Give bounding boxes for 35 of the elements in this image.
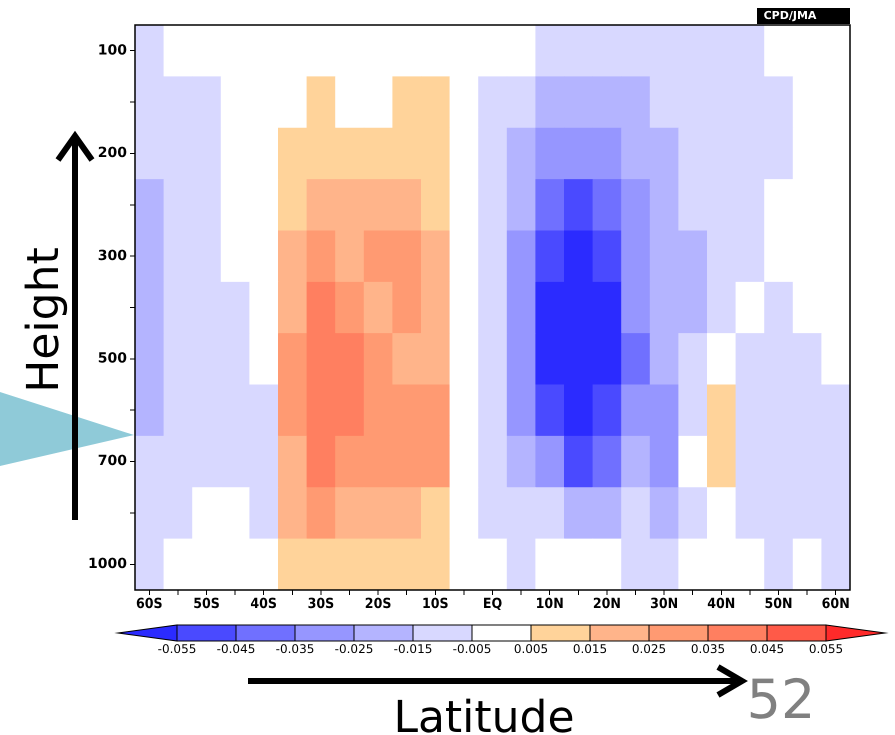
- y-tick-label: 100: [98, 42, 128, 58]
- y-tick-label: 700: [98, 453, 128, 470]
- color-bar-label: -0.035: [276, 642, 314, 656]
- x-tick-label: 10S: [422, 596, 449, 612]
- x-axis-title: Latitude: [393, 692, 575, 735]
- x-tick-label: 30S: [308, 596, 334, 612]
- color-bar-label: 0.025: [632, 642, 666, 656]
- x-tick-label: 50N: [764, 596, 793, 612]
- color-bar-label: -0.025: [334, 642, 374, 656]
- text: CPD/JMA: [764, 8, 817, 22]
- color-bar-label: -0.005: [452, 642, 492, 656]
- color-bar-label: -0.055: [158, 642, 196, 656]
- color-bar-label: -0.045: [216, 642, 256, 656]
- x-tick-label: 60S: [136, 596, 163, 612]
- color-bar-label: 0.015: [572, 642, 608, 656]
- x-tick-label: 20S: [364, 596, 392, 612]
- y-tick-label: 500: [98, 350, 128, 367]
- x-tick-label: 20N: [592, 596, 621, 612]
- x-tick-label: 40S: [250, 596, 278, 612]
- text: 52: [746, 668, 816, 731]
- color-bar-label: 0.035: [690, 642, 726, 656]
- y-tick-label: 300: [98, 248, 128, 264]
- x-tick-label: 10N: [536, 596, 564, 612]
- y-tick-label: 200: [98, 145, 128, 162]
- x-tick-label: 60N: [822, 596, 850, 612]
- color-bar-label: 0.005: [514, 642, 548, 656]
- x-tick-label: 30N: [650, 596, 678, 612]
- color-bar-label: 0.045: [750, 642, 784, 656]
- x-tick-label: EQ: [482, 596, 502, 612]
- color-bar-label: -0.015: [394, 642, 432, 656]
- color-bar-label: 0.055: [808, 642, 844, 656]
- x-tick-label: 50S: [193, 596, 220, 612]
- x-tick-label: 40N: [707, 596, 736, 612]
- y-tick-label: 1000: [88, 556, 128, 572]
- y-axis-title: Height: [18, 247, 69, 393]
